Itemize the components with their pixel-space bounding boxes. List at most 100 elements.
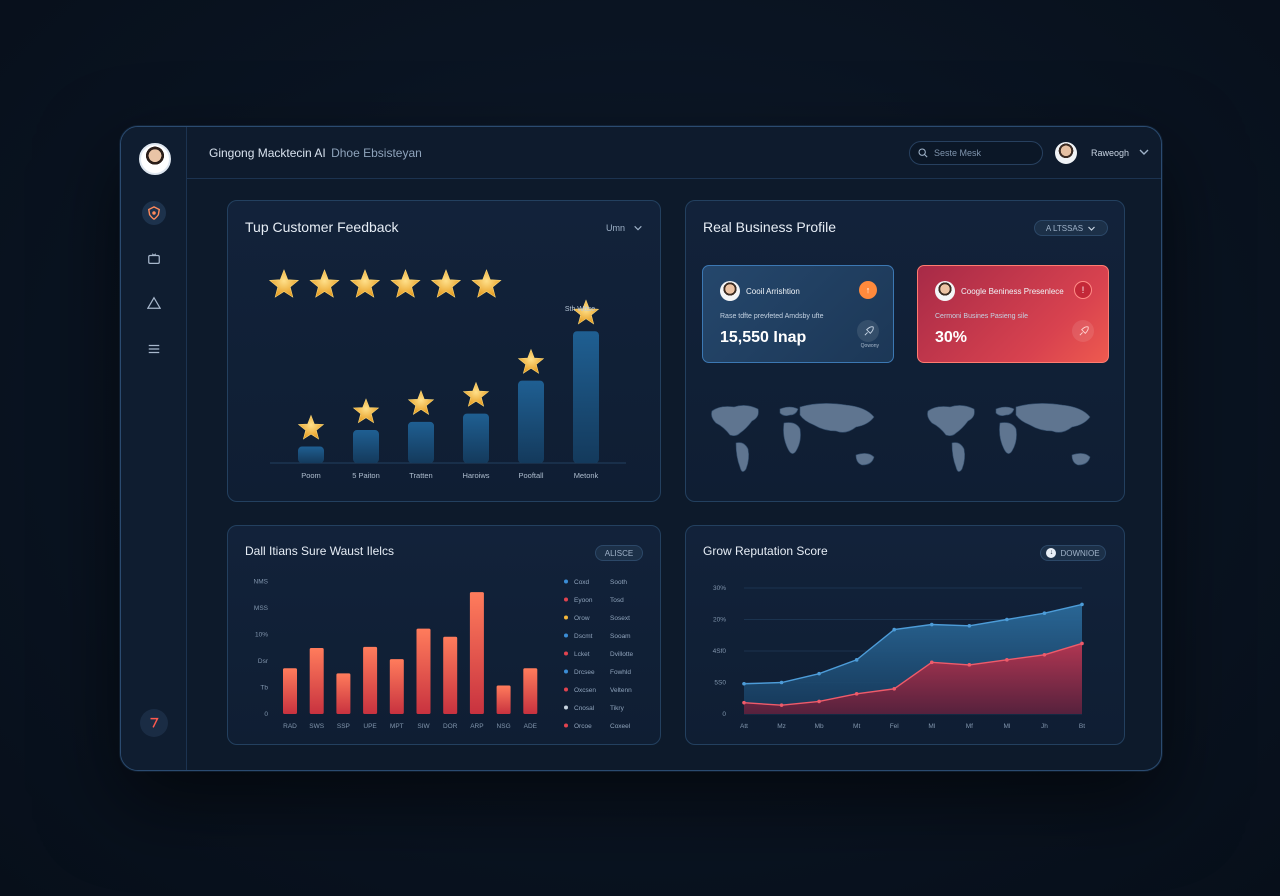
sales-bar[interactable] (283, 668, 297, 714)
feedback-bar[interactable] (298, 446, 324, 463)
rep-point[interactable] (967, 624, 972, 628)
sales-chart: 0 Tb Dsr 10% MSS NMS RAD SWS SSP UPE MPT SIW DOR ARP N… (254, 579, 634, 731)
stat-card-blue[interactable]: Cooil Arrishtion ↑ Rase tdfte prevfeted … (702, 265, 894, 363)
sales-bar[interactable] (416, 628, 431, 714)
rep-point[interactable] (1042, 611, 1047, 615)
feedback-category-label: Poom (301, 471, 321, 480)
sales-bar[interactable] (309, 647, 324, 714)
sales-bar[interactable] (469, 592, 484, 714)
feedback-bar[interactable] (518, 380, 544, 463)
legend-label: Eyoon (574, 597, 593, 604)
stat-card-red[interactable]: Coogle Beniness Presenlece ! Cermoni Bus… (917, 265, 1109, 363)
rocket-icon (857, 320, 879, 342)
sales-bar[interactable] (496, 685, 511, 714)
legend-value: Coxeel (610, 723, 631, 730)
sales-category-label: SIW (417, 723, 430, 730)
rep-point[interactable] (854, 658, 859, 662)
rep-point[interactable] (892, 627, 897, 632)
card-name: Coogle Beniness Presenlece (961, 287, 1064, 296)
reputation-title: Grow Reputation Score (703, 544, 828, 558)
download-icon: ↓ (1046, 548, 1057, 558)
menu-icon[interactable] (142, 337, 166, 361)
rep-point[interactable] (1042, 652, 1047, 657)
sales-pill[interactable]: ALISCE (595, 545, 643, 561)
rep-xtick-label: Mz (777, 723, 786, 730)
world-maps (711, 403, 1091, 472)
search-icon (918, 148, 928, 158)
sales-title: Dall Itians Sure Waust Ilelcs (245, 544, 394, 558)
feedback-chart: Poom 5 Paiton Tratten Haroiws Pooftall Metonk… (268, 269, 626, 480)
card-value: 30% (935, 329, 968, 346)
rep-point[interactable] (929, 622, 934, 627)
rep-point[interactable] (892, 687, 897, 691)
feedback-category-label: 5 Paiton (352, 471, 380, 480)
sales-bar[interactable] (523, 668, 538, 714)
feedback-dropdown[interactable]: Umn (606, 223, 643, 233)
search-placeholder: Seste Mesk (934, 148, 982, 158)
sales-category-label: ADE (524, 723, 538, 730)
rep-point[interactable] (1005, 617, 1009, 622)
rep-ytick-label: 30% (713, 585, 726, 592)
rating-star (309, 269, 340, 298)
rep-point[interactable] (929, 660, 934, 665)
rep-point[interactable] (1005, 658, 1009, 662)
user-name[interactable]: Raweogh (1091, 148, 1130, 158)
sales-bar[interactable] (363, 646, 378, 714)
rep-point[interactable] (967, 663, 972, 667)
legend-label: Drcsee (574, 669, 595, 676)
rep-point[interactable] (854, 692, 859, 696)
rep-point[interactable] (742, 700, 746, 705)
rep-point[interactable] (779, 703, 784, 707)
sales-bar[interactable] (336, 673, 351, 714)
sales-ytick-label: Tb (260, 685, 268, 692)
legend-dot (564, 651, 568, 656)
reputation-pill[interactable]: ↓ DOWNIOE (1040, 545, 1106, 561)
feedback-category-label: Tratten (409, 471, 432, 480)
sales-category-label: MPT (390, 723, 404, 730)
rep-xtick-label: Ml (1003, 723, 1010, 730)
world-map-icon (927, 403, 1091, 472)
rep-point[interactable] (817, 671, 821, 676)
feedback-top-label: Sth Wttse (565, 306, 595, 313)
feedback-bar[interactable] (408, 421, 434, 463)
top-bar: Gingong Macktecin AI Dhoe Ebsisteyan Ses… (187, 127, 1161, 179)
monitor-icon[interactable] (142, 247, 166, 271)
chevron-down-icon[interactable] (1138, 146, 1150, 158)
feedback-bar[interactable] (573, 331, 599, 463)
rocket-icon (1072, 320, 1094, 342)
feedback-title: Tup Customer Feedback (245, 219, 399, 235)
rep-point[interactable] (1080, 641, 1084, 646)
rating-star (430, 269, 462, 298)
feedback-dropdown-label: Umn (606, 223, 626, 233)
profile-dropdown[interactable]: A LTSSAS (1034, 220, 1108, 236)
feedback-bar[interactable] (463, 413, 489, 463)
sales-bar[interactable] (389, 659, 404, 714)
rep-point[interactable] (779, 680, 784, 685)
legend-label: Oxcsen (574, 687, 596, 694)
rep-point[interactable] (817, 699, 821, 704)
sales-bar[interactable] (443, 636, 458, 714)
app-window: Gingong Macktecin AI Dhoe Ebsisteyan Ses… (120, 126, 1162, 771)
shield-icon[interactable] (142, 201, 166, 225)
bar-star (407, 389, 435, 415)
rep-xtick-label: Bt (1079, 723, 1085, 730)
chevron-down-icon (1088, 226, 1096, 231)
alert-icon[interactable] (142, 291, 166, 315)
sales-category-label: SWS (309, 723, 324, 730)
rep-ytick-label: 4Sf0 (713, 648, 727, 655)
sales-category-label: NSG (497, 723, 511, 730)
feedback-bar[interactable] (353, 430, 379, 463)
profile-dropdown-label: A LTSSAS (1045, 223, 1084, 233)
profile-panel: Real Business Profile A LTSSAS Cooil Arr… (685, 200, 1125, 502)
search-input[interactable]: Seste Mesk (909, 141, 1043, 165)
user-avatar[interactable] (1055, 142, 1077, 164)
legend-label: Lcket (574, 651, 590, 658)
rating-star (390, 269, 421, 298)
legend-dot (564, 633, 568, 638)
rep-point[interactable] (742, 681, 746, 686)
sidebar-avatar[interactable] (139, 143, 171, 175)
reputation-chart: 0 5S0 4Sf0 20% 30% Att Mz Mb Mt Fel Ml Mf Ml Jh Bt (713, 585, 1086, 730)
sales-ytick-label: MSS (254, 605, 269, 612)
logout-icon[interactable] (140, 709, 168, 737)
rep-point[interactable] (1080, 602, 1084, 607)
